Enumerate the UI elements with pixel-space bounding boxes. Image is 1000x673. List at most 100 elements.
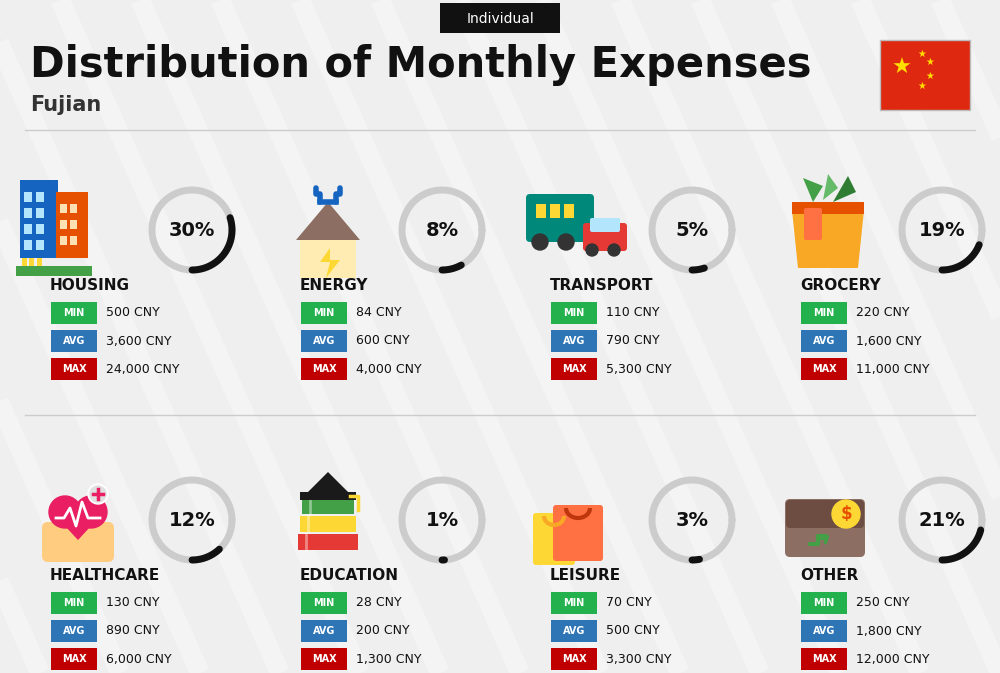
Text: $: $ (840, 505, 852, 523)
Text: AVG: AVG (813, 336, 835, 346)
Text: GROCERY: GROCERY (800, 277, 881, 293)
Circle shape (832, 500, 860, 528)
FancyBboxPatch shape (51, 648, 97, 670)
FancyBboxPatch shape (51, 302, 97, 324)
Text: MIN: MIN (313, 598, 335, 608)
FancyBboxPatch shape (298, 534, 358, 550)
Text: 3,600 CNY: 3,600 CNY (106, 334, 172, 347)
FancyBboxPatch shape (36, 192, 44, 202)
FancyBboxPatch shape (36, 208, 44, 218)
Text: 1,600 CNY: 1,600 CNY (856, 334, 922, 347)
FancyBboxPatch shape (551, 592, 597, 614)
Text: ★: ★ (926, 71, 934, 81)
Text: MIN: MIN (563, 598, 585, 608)
FancyBboxPatch shape (785, 499, 865, 557)
Polygon shape (823, 174, 838, 200)
Text: 11,000 CNY: 11,000 CNY (856, 363, 930, 376)
Text: 12,000 CNY: 12,000 CNY (856, 653, 930, 666)
FancyBboxPatch shape (302, 498, 354, 514)
Polygon shape (833, 176, 856, 202)
FancyBboxPatch shape (536, 204, 546, 218)
Text: 5%: 5% (675, 221, 709, 240)
Text: EDUCATION: EDUCATION (300, 567, 399, 583)
Text: MAX: MAX (62, 654, 86, 664)
Text: OTHER: OTHER (800, 567, 858, 583)
Text: ★: ★ (918, 81, 926, 91)
Circle shape (75, 496, 107, 528)
Text: LEISURE: LEISURE (550, 567, 621, 583)
Text: 3%: 3% (676, 511, 708, 530)
FancyBboxPatch shape (880, 40, 970, 110)
FancyBboxPatch shape (29, 258, 34, 266)
Text: MIN: MIN (63, 308, 85, 318)
FancyBboxPatch shape (24, 240, 32, 250)
FancyBboxPatch shape (300, 492, 356, 500)
FancyBboxPatch shape (301, 330, 347, 352)
FancyBboxPatch shape (51, 330, 97, 352)
Text: MIN: MIN (563, 308, 585, 318)
FancyBboxPatch shape (551, 358, 597, 380)
FancyBboxPatch shape (60, 220, 67, 229)
Text: 8%: 8% (425, 221, 459, 240)
Circle shape (49, 496, 81, 528)
FancyBboxPatch shape (801, 620, 847, 642)
Text: AVG: AVG (813, 626, 835, 636)
Text: MAX: MAX (812, 654, 836, 664)
FancyBboxPatch shape (22, 258, 27, 266)
FancyBboxPatch shape (20, 180, 58, 258)
Text: 110 CNY: 110 CNY (606, 306, 660, 320)
Text: MAX: MAX (562, 654, 586, 664)
Polygon shape (320, 248, 340, 278)
Text: AVG: AVG (313, 626, 335, 636)
Text: ★: ★ (918, 49, 926, 59)
FancyBboxPatch shape (801, 302, 847, 324)
FancyBboxPatch shape (301, 592, 347, 614)
Circle shape (90, 486, 106, 502)
FancyBboxPatch shape (24, 224, 32, 234)
Text: 30%: 30% (169, 221, 215, 240)
Text: MAX: MAX (312, 364, 336, 374)
Text: 600 CNY: 600 CNY (356, 334, 410, 347)
Text: AVG: AVG (563, 336, 585, 346)
Text: 200 CNY: 200 CNY (356, 625, 410, 637)
Text: 890 CNY: 890 CNY (106, 625, 160, 637)
Text: 5,300 CNY: 5,300 CNY (606, 363, 672, 376)
Polygon shape (308, 472, 348, 492)
FancyBboxPatch shape (301, 620, 347, 642)
Text: 1,800 CNY: 1,800 CNY (856, 625, 922, 637)
Text: HOUSING: HOUSING (50, 277, 130, 293)
FancyBboxPatch shape (564, 204, 574, 218)
Text: 28 CNY: 28 CNY (356, 596, 402, 610)
Text: 4,000 CNY: 4,000 CNY (356, 363, 422, 376)
FancyBboxPatch shape (301, 358, 347, 380)
FancyBboxPatch shape (553, 505, 603, 561)
Text: HEALTHCARE: HEALTHCARE (50, 567, 160, 583)
Text: MAX: MAX (562, 364, 586, 374)
Text: 500 CNY: 500 CNY (106, 306, 160, 320)
FancyBboxPatch shape (440, 3, 560, 33)
FancyBboxPatch shape (70, 204, 77, 213)
Text: 21%: 21% (919, 511, 965, 530)
Text: 84 CNY: 84 CNY (356, 306, 402, 320)
Text: 500 CNY: 500 CNY (606, 625, 660, 637)
Text: 3,300 CNY: 3,300 CNY (606, 653, 672, 666)
FancyBboxPatch shape (551, 330, 597, 352)
Text: 1,300 CNY: 1,300 CNY (356, 653, 422, 666)
FancyBboxPatch shape (551, 302, 597, 324)
FancyBboxPatch shape (51, 358, 97, 380)
FancyBboxPatch shape (70, 236, 77, 245)
Text: 1%: 1% (425, 511, 459, 530)
FancyBboxPatch shape (24, 192, 32, 202)
FancyBboxPatch shape (590, 218, 620, 232)
FancyBboxPatch shape (51, 620, 97, 642)
FancyBboxPatch shape (70, 220, 77, 229)
Text: ENERGY: ENERGY (300, 277, 368, 293)
Text: 24,000 CNY: 24,000 CNY (106, 363, 180, 376)
FancyBboxPatch shape (42, 522, 114, 562)
FancyBboxPatch shape (301, 648, 347, 670)
FancyBboxPatch shape (36, 224, 44, 234)
Text: AVG: AVG (563, 626, 585, 636)
FancyBboxPatch shape (56, 192, 88, 258)
FancyBboxPatch shape (301, 302, 347, 324)
Text: 130 CNY: 130 CNY (106, 596, 160, 610)
